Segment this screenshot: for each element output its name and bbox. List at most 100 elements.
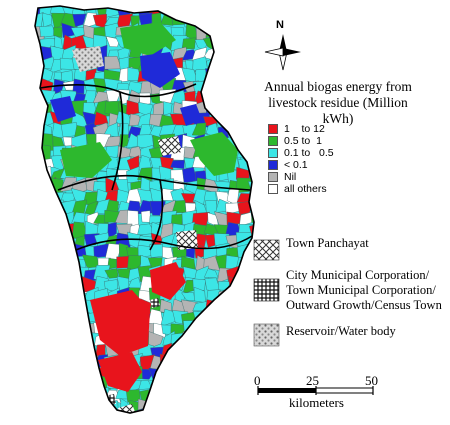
village-cell xyxy=(60,397,74,413)
village-cell xyxy=(193,323,206,334)
village-cell xyxy=(236,298,254,315)
village-cell xyxy=(39,299,54,314)
village-cell xyxy=(248,409,254,413)
village-cell xyxy=(171,397,186,413)
village-cell xyxy=(203,6,217,19)
village-cell xyxy=(216,70,230,83)
village-cell xyxy=(35,115,43,125)
village-cell xyxy=(171,353,187,366)
village-cell xyxy=(227,366,241,381)
village-cell xyxy=(235,376,252,391)
village-cell xyxy=(238,122,254,139)
village-cell xyxy=(159,378,177,393)
village-cell xyxy=(216,298,231,313)
village-cell xyxy=(182,386,199,401)
legend-class: 0.1 to 0.5 xyxy=(268,147,334,159)
village-cell xyxy=(214,364,229,382)
village-cell xyxy=(98,409,110,413)
village-cell xyxy=(50,345,67,360)
legend-class: Nil xyxy=(268,171,296,183)
village-cell xyxy=(82,408,98,413)
village-cell xyxy=(71,321,89,337)
village-cell xyxy=(116,255,130,269)
village-cell xyxy=(249,6,254,18)
village-cell xyxy=(183,375,198,392)
village-cell xyxy=(35,288,45,301)
legend-class-label: 0.1 to 0.5 xyxy=(284,147,334,159)
village-cell xyxy=(218,397,232,413)
zone-red xyxy=(98,352,142,392)
village-cell xyxy=(35,177,44,195)
village-cell xyxy=(225,23,242,39)
village-cell xyxy=(38,225,54,239)
village-cell xyxy=(206,12,221,30)
village-cell xyxy=(182,6,199,14)
village-cell xyxy=(163,101,173,116)
district-boundary xyxy=(39,83,197,98)
village-cell xyxy=(205,386,221,403)
city-label-line2: Town Municipal Corporation/ xyxy=(286,283,436,297)
village-cell xyxy=(215,311,229,327)
village-cell xyxy=(35,298,44,313)
village-cell xyxy=(35,345,46,358)
village-cell xyxy=(173,365,184,382)
village-cell xyxy=(35,396,42,413)
village-cell xyxy=(204,353,220,369)
village-cell xyxy=(63,298,78,314)
village-cell xyxy=(192,278,206,291)
legend-class-label: all others xyxy=(284,183,327,195)
village-cell xyxy=(53,26,63,38)
village-cell xyxy=(226,332,241,347)
village-cell xyxy=(238,23,254,40)
village-cell xyxy=(215,46,228,59)
village-cell xyxy=(53,71,63,81)
village-cell xyxy=(35,233,43,250)
city-area xyxy=(150,298,160,308)
village-cell xyxy=(48,210,65,226)
village-cell xyxy=(225,311,243,324)
village-cell xyxy=(240,81,252,93)
village-cell xyxy=(35,364,46,380)
village-cell xyxy=(50,267,68,280)
village-cell xyxy=(61,276,75,294)
village-cell xyxy=(202,78,219,96)
village-cell xyxy=(38,192,54,206)
village-cell xyxy=(250,46,254,62)
village-cell xyxy=(35,267,45,283)
village-cell xyxy=(115,412,133,413)
village-cell xyxy=(182,398,197,413)
village-cell xyxy=(224,78,238,96)
village-cell xyxy=(193,368,210,382)
village-cell xyxy=(181,37,196,50)
village-cell xyxy=(203,345,219,360)
village-cell xyxy=(249,190,254,207)
village-cell xyxy=(203,378,219,393)
zone-green xyxy=(60,142,112,178)
village-cell xyxy=(170,159,185,169)
legend-class: all others xyxy=(268,183,327,195)
village-cell xyxy=(39,386,54,403)
north-arrow-icon xyxy=(264,34,301,71)
village-cell xyxy=(148,388,166,404)
village-cell xyxy=(247,12,254,27)
village-cell xyxy=(60,320,78,336)
zone-green xyxy=(190,132,238,176)
reservoir-area xyxy=(72,46,104,72)
village-cell xyxy=(35,91,44,107)
village-cell xyxy=(225,298,243,312)
town-panchayat-area xyxy=(118,404,136,413)
village-cell xyxy=(185,356,199,370)
village-cell xyxy=(72,78,85,95)
village-cell xyxy=(38,210,56,228)
village-cell xyxy=(229,102,240,118)
village-cell xyxy=(72,13,87,27)
village-cell xyxy=(236,333,253,349)
village-cell xyxy=(172,378,189,389)
legend-swatch xyxy=(268,184,278,194)
village-cell xyxy=(218,387,232,403)
village-cell xyxy=(41,408,56,413)
village-cell xyxy=(185,366,199,379)
village-cell xyxy=(247,343,254,359)
legend-class-label: 1 to 12 xyxy=(284,123,325,135)
